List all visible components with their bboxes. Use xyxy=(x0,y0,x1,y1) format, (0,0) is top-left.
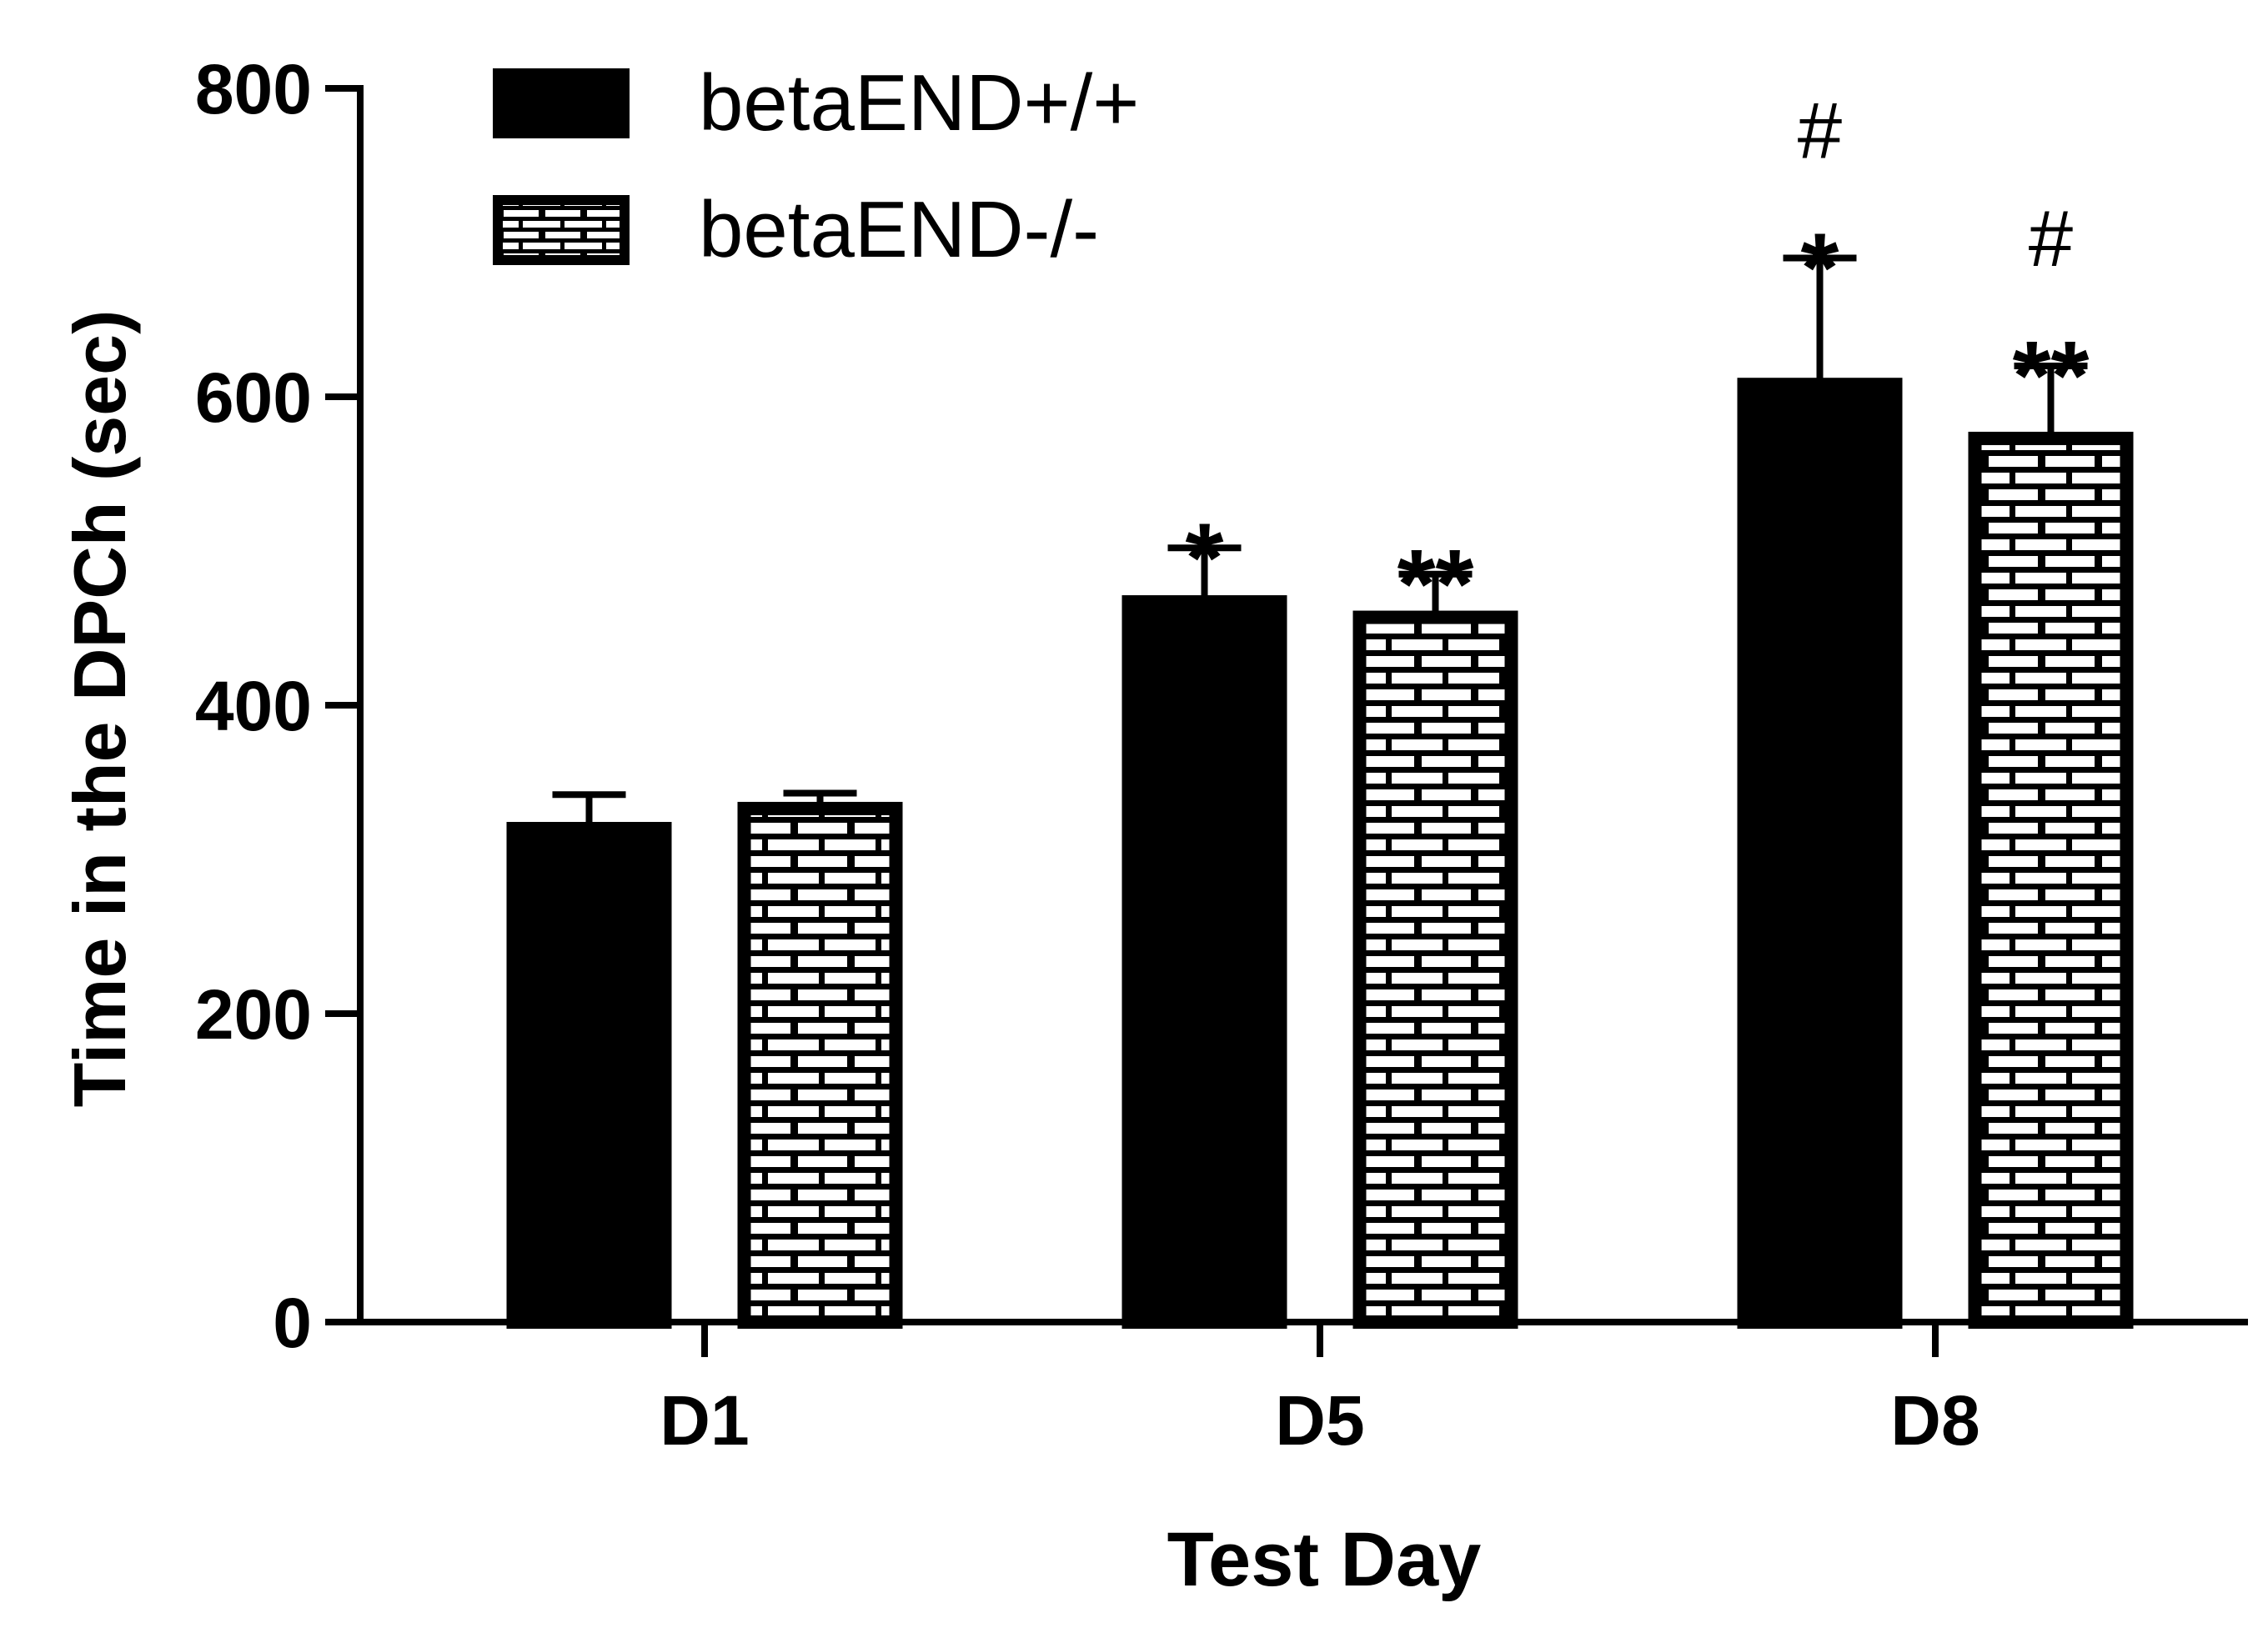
y-tick-label: 600 xyxy=(195,358,312,437)
bar-d8-series-1 xyxy=(1737,378,1903,1330)
legend: betaEND+/+ betaEND-/- xyxy=(493,58,1139,274)
significance-hash: # xyxy=(1798,87,1842,176)
error-bars-layer xyxy=(552,254,2088,829)
significance-hash: # xyxy=(2029,194,2073,283)
significance-star: * xyxy=(1801,213,1839,323)
bars-layer xyxy=(506,378,2134,1330)
axes: 0 200 400 600 800 D1 D5 D8 xyxy=(195,50,2248,1460)
legend-swatch xyxy=(493,195,630,265)
annotations-layer: * **#* #** xyxy=(1186,87,2090,639)
bar-d5-series-2 xyxy=(1352,610,1518,1329)
significance-star: ** xyxy=(2013,321,2090,431)
y-tick-label: 400 xyxy=(195,667,312,745)
x-category-label: D1 xyxy=(660,1381,749,1460)
x-category-label: D8 xyxy=(1890,1381,1979,1460)
x-ticks: D1 D5 D8 xyxy=(660,1322,1980,1460)
y-tick-label: 800 xyxy=(195,50,312,128)
y-tick-label: 0 xyxy=(273,1284,312,1362)
x-category-label: D5 xyxy=(1275,1381,1364,1460)
x-axis-title: Test Day xyxy=(1167,1517,1482,1602)
bar-d5-series-1 xyxy=(1121,595,1287,1329)
legend-swatch xyxy=(493,68,630,138)
legend-label: betaEND+/+ xyxy=(699,58,1139,148)
significance-star: * xyxy=(1186,503,1224,613)
bar-d8-series-2 xyxy=(1968,431,2134,1330)
y-axis-title: Time in the DPCh (sec) xyxy=(58,310,141,1108)
y-ticks: 0 200 400 600 800 xyxy=(195,50,360,1362)
y-tick-label: 200 xyxy=(195,975,312,1054)
significance-star: ** xyxy=(1397,529,1474,639)
bar-d1-series-1 xyxy=(506,822,672,1329)
bar-d1-series-2 xyxy=(737,801,903,1329)
legend-label: betaEND-/- xyxy=(699,185,1099,274)
